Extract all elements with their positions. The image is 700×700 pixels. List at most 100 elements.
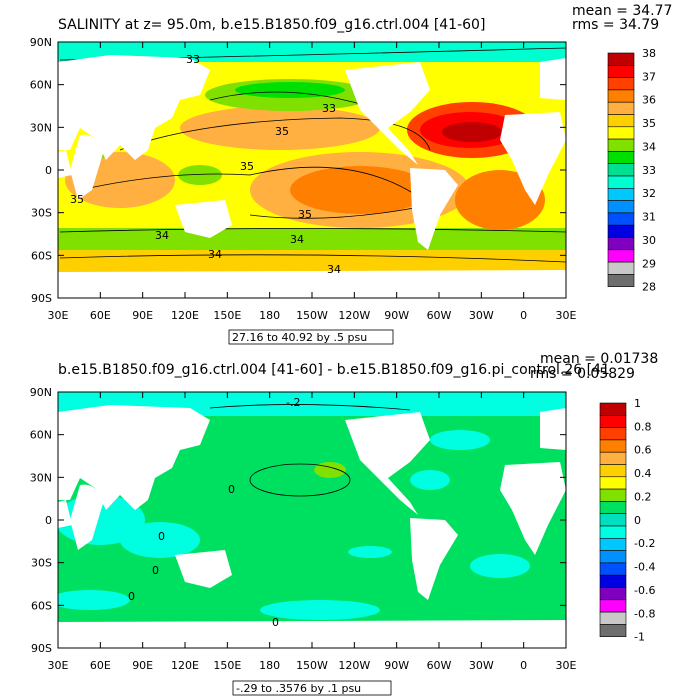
- x-tick-label: 60W: [427, 309, 452, 322]
- panel-1-contour-35n: [119, 117, 431, 151]
- panel-1-southern-band-2: [58, 250, 566, 274]
- colorbar-label: 37: [642, 70, 656, 83]
- colorbar-label: 34: [642, 140, 656, 153]
- x-tick-label: 90W: [384, 659, 409, 672]
- panel-1-land: [58, 55, 566, 298]
- colorbar-swatch: [599, 611, 627, 625]
- panel-1-africa: [500, 112, 566, 205]
- x-tick-label: 120W: [338, 659, 370, 672]
- y-tick-label: 60S: [31, 599, 52, 612]
- panel-1-south-atlantic: [455, 170, 545, 230]
- y-tick-label: 30S: [31, 557, 52, 570]
- contour-label: 34: [290, 233, 304, 246]
- panel-1-south-pacific-core: [290, 166, 430, 214]
- colorbar-swatch: [599, 587, 627, 601]
- panel-2-title: b.e15.B1850.f09_g16.ctrl.004 [41-60] - b…: [58, 362, 610, 378]
- panel-2-mean: mean = 0.01738: [540, 351, 658, 367]
- panel-2-south-america: [410, 518, 458, 600]
- colorbar-label: 33: [642, 164, 656, 177]
- contour-label: 34: [327, 263, 341, 276]
- colorbar-label: 31: [642, 211, 656, 224]
- panel-2-africa: [500, 462, 566, 555]
- y-tick-label: 90N: [30, 386, 52, 399]
- x-tick-label: 150W: [296, 309, 328, 322]
- panel-1-africa-east: [70, 134, 104, 200]
- contour-label: 0: [272, 616, 279, 629]
- x-tick-label: 150E: [213, 659, 241, 672]
- panel-2-axes: 30E 60E 90E 120E 150E 180 150W 120W 90W 60W 30W 0 30…: [30, 386, 577, 672]
- colorbar-swatch: [607, 114, 635, 128]
- panel-1-contour-labels: 33 33 35 35 35 35 34 34 34 34: [70, 53, 341, 276]
- panel-2-indian-fresh-2: [120, 522, 200, 558]
- panel-1-africa-west-edge: [58, 150, 72, 178]
- colorbar-label: -1: [634, 631, 645, 644]
- x-tick-label: 30E: [48, 309, 69, 322]
- y-tick-label: 60S: [31, 249, 52, 262]
- colorbar-swatch: [599, 624, 627, 638]
- colorbar-swatch: [607, 188, 635, 201]
- colorbar-swatch: [599, 501, 627, 514]
- contour-label: 35: [70, 193, 84, 206]
- colorbar-swatch: [607, 77, 635, 91]
- panel-2-eurasia: [58, 405, 210, 510]
- colorbar-label: 0.8: [634, 420, 652, 433]
- colorbar-label: 0.4: [634, 467, 652, 480]
- x-tick-label: 120E: [171, 309, 199, 322]
- colorbar-swatch: [599, 525, 627, 539]
- panel-2-contour-labels: -.2 0 0 0 0 0: [128, 396, 300, 629]
- x-tick-label: 30E: [48, 659, 69, 672]
- panel-1-australia: [175, 200, 232, 238]
- x-tick-label: 30E: [556, 309, 577, 322]
- panel-1-colorbar: 38 37 36 35 34 33 32 31 30 29 28: [607, 47, 656, 294]
- panel-2-africa-east: [70, 484, 104, 550]
- colorbar-swatch: [607, 212, 635, 226]
- contour-label: 0: [128, 590, 135, 603]
- x-tick-label: 90E: [132, 309, 153, 322]
- colorbar-label: -0.2: [634, 537, 655, 550]
- colorbar-swatch: [607, 163, 635, 177]
- panel-1-contour-34b: [59, 254, 566, 263]
- panel-1-contour-35s: [79, 166, 431, 219]
- x-tick-label: 150E: [213, 309, 241, 322]
- contour-label: 35: [298, 208, 312, 221]
- colorbar-label: 36: [642, 94, 656, 107]
- panel-1-north-america: [345, 62, 430, 165]
- contour-label: 33: [322, 102, 336, 115]
- contour-label: 35: [240, 160, 254, 173]
- x-tick-label: 60E: [90, 309, 111, 322]
- contour-label: 0: [152, 564, 159, 577]
- panel-2-range-box: [232, 680, 392, 696]
- colorbar-label: 0.2: [634, 490, 652, 503]
- x-tick-label: 0: [520, 659, 527, 672]
- panel-1-north-atlantic-max: [442, 122, 502, 142]
- colorbar-swatch: [607, 274, 635, 287]
- colorbar-swatch: [607, 126, 635, 140]
- colorbar-swatch: [599, 427, 627, 441]
- x-tick-label: 90W: [384, 309, 409, 322]
- colorbar-label: 0.6: [634, 444, 652, 457]
- colorbar-swatch: [607, 200, 635, 214]
- panel-1-south-america: [410, 168, 458, 250]
- panel-1-contour-34a: [59, 228, 566, 233]
- x-tick-label: 60W: [427, 659, 452, 672]
- panel-1-range-box: [228, 329, 394, 345]
- colorbar-label: 29: [642, 257, 656, 270]
- contour-label: -.2: [286, 396, 300, 409]
- panel-1-antarctica: [58, 270, 566, 298]
- colorbar-swatch: [607, 138, 635, 152]
- panel-2-europe: [540, 408, 566, 450]
- colorbar-label: 32: [642, 187, 656, 200]
- panel-2-south-pacific-neg: [348, 546, 392, 558]
- panel-2-field: [58, 392, 566, 648]
- panel-2-contour-np: [249, 463, 351, 497]
- panel-2-south-atlantic-neg: [470, 554, 530, 578]
- colorbar-label: -0.6: [634, 584, 655, 597]
- y-tick-label: 60N: [30, 429, 52, 442]
- contour-label: 34: [208, 248, 222, 261]
- colorbar-swatch: [599, 439, 627, 453]
- panel-2-southern-neg-2: [260, 600, 380, 620]
- y-tick-label: 0: [45, 514, 52, 527]
- panel-2-antarctica: [58, 620, 566, 648]
- colorbar-label: 35: [642, 117, 656, 130]
- colorbar-swatch: [607, 65, 635, 78]
